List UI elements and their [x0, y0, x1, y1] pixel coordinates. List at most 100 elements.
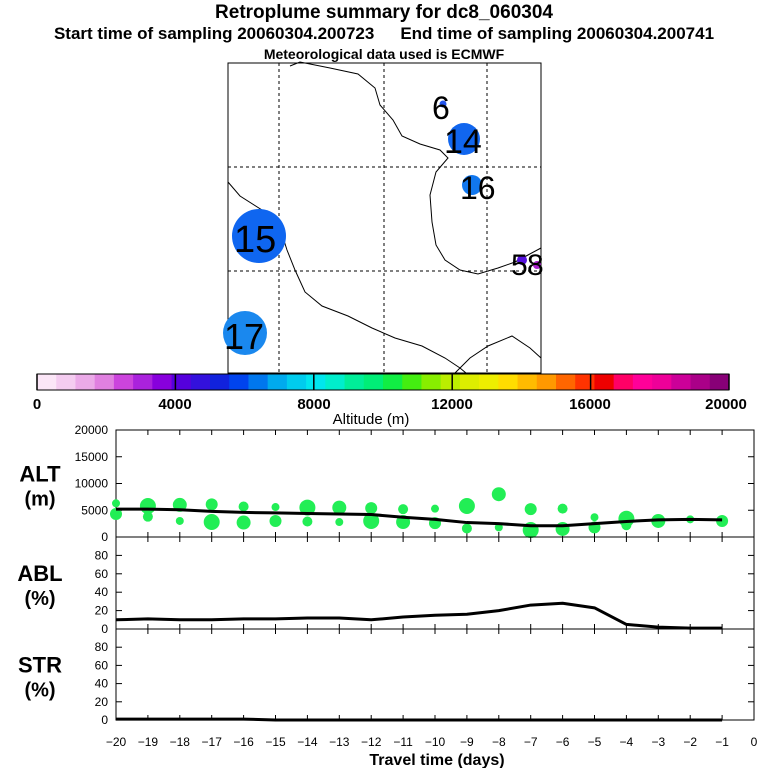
y-tick-label: 0 — [101, 622, 108, 636]
plume-marker-5 — [517, 255, 527, 265]
plume-markers — [223, 100, 541, 355]
sampling-times: Start time of sampling 20060304.200723 En… — [0, 24, 768, 44]
altitude-dot — [491, 487, 506, 502]
met-data-label: Meteorological data used is ECMWF — [263, 46, 505, 62]
x-tick-label: −12 — [361, 735, 382, 749]
x-tick-label: −16 — [233, 735, 254, 749]
panel-label: ALT — [19, 462, 61, 487]
panel-unit: (m) — [24, 489, 55, 511]
plume-marker-17 — [223, 311, 267, 355]
x-tick-label: −7 — [524, 735, 538, 749]
y-tick-label: 5000 — [81, 503, 108, 517]
altitude-dot — [332, 500, 347, 515]
altitude-dot — [203, 514, 220, 531]
altitude-dot — [139, 497, 156, 514]
plume-label-17: 17 — [224, 316, 264, 357]
altitude-dot — [365, 502, 378, 515]
altitude-dot — [238, 501, 249, 512]
altitude-dot — [494, 523, 503, 532]
altitude-dot — [431, 504, 439, 513]
y-tick-label: 0 — [101, 530, 108, 544]
y-tick-label: 10000 — [75, 477, 109, 491]
x-tick-label: −1 — [715, 735, 729, 749]
series-line — [115, 601, 723, 630]
plume-marker-6 — [439, 100, 447, 108]
end-time-label: End time of sampling 20060304.200741 — [400, 24, 715, 43]
plume-label-5: 5 — [511, 249, 528, 282]
x-tick-label: −15 — [265, 735, 286, 749]
plume-marker-16 — [462, 175, 482, 195]
y-tick-label: 60 — [95, 658, 109, 672]
plume-marker-15 — [232, 209, 286, 263]
altitude-dot — [175, 516, 184, 525]
y-tick-label: 20 — [95, 695, 109, 709]
x-tick-label: −20 — [106, 735, 127, 749]
altitude-dot — [112, 499, 120, 508]
altitude-dot — [363, 512, 380, 529]
panel-label: STR — [18, 653, 62, 678]
altitude-dot — [557, 503, 568, 514]
panel-label: ABL — [17, 561, 62, 586]
panel-alt: 0 5000 10000 15000 20000 ALT(m) — [19, 423, 755, 544]
y-tick-label: 20000 — [75, 423, 109, 437]
x-tick-label: 0 — [751, 735, 758, 749]
panel-abl: 0 20 40 60 80 ABL(%) — [17, 536, 755, 636]
x-tick-label: −17 — [202, 735, 223, 749]
plume-label-16: 16 — [460, 170, 496, 206]
altitude-dot — [590, 513, 599, 522]
x-tick-label: −18 — [170, 735, 191, 749]
altitude-dot — [335, 518, 344, 527]
start-time-label: Start time of sampling 20060304.200723 — [53, 24, 375, 43]
altitude-dot — [271, 503, 280, 512]
x-tick-label: −6 — [556, 735, 570, 749]
plume-marker-8 — [533, 261, 541, 269]
altitude-dot — [398, 504, 409, 515]
x-tick-label: −11 — [393, 735, 413, 749]
panel-str: 0 20 40 60 80 STR(%) — [18, 628, 755, 727]
x-tick-labels: −20 −19 −18 −17 −16 −15 −14 −13 −12 −11 −10 −9 −8 −7−… — [106, 735, 758, 749]
altitude-dot — [716, 514, 729, 527]
plume-marker-14 — [448, 123, 480, 155]
x-axis-label: Travel time (days) — [369, 752, 504, 768]
y-tick-label: 0 — [101, 713, 108, 727]
x-tick-label: −4 — [620, 735, 634, 749]
altitude-dot — [458, 497, 475, 514]
y-tick-label: 20 — [95, 604, 109, 618]
panel-unit: (%) — [24, 588, 55, 610]
x-tick-label: −13 — [329, 735, 350, 749]
x-tick-label: −14 — [297, 735, 318, 749]
series-line — [116, 507, 723, 528]
altitude-dot — [524, 503, 537, 516]
plume-labels: 6 14 16 15 5 8 17 — [224, 90, 544, 357]
altitude-dot — [269, 514, 282, 527]
altitude-dot — [205, 498, 218, 511]
panel-unit: (%) — [24, 680, 55, 702]
x-tick-label: −9 — [460, 735, 474, 749]
altitude-dot — [110, 507, 122, 520]
altitude-dot — [461, 523, 472, 534]
y-tick-label: 15000 — [75, 450, 109, 464]
x-tick-label: −19 — [138, 735, 159, 749]
plume-label-6: 6 — [432, 90, 450, 126]
y-tick-label: 40 — [95, 585, 109, 599]
y-tick-label: 60 — [95, 567, 109, 581]
plume-label-8: 8 — [527, 249, 544, 282]
altitude-dot — [302, 516, 313, 527]
y-tick-label: 40 — [95, 677, 109, 691]
y-tick-label: 80 — [95, 548, 109, 562]
chart-title: Retroplume summary for dc8_060304 — [215, 2, 553, 23]
plume-label-15: 15 — [234, 219, 276, 261]
x-tick-label: −8 — [492, 735, 506, 749]
altitude-dot — [299, 499, 316, 516]
series-line — [116, 717, 723, 722]
x-tick-label: −5 — [588, 735, 602, 749]
plume-label-14: 14 — [444, 123, 482, 161]
x-tick-label: −10 — [425, 735, 446, 749]
y-tick-label: 80 — [95, 640, 109, 654]
panel-frame — [115, 628, 755, 721]
x-tick-label: −2 — [683, 735, 697, 749]
altitude-dot — [236, 515, 251, 530]
altitude-dot — [142, 511, 153, 522]
